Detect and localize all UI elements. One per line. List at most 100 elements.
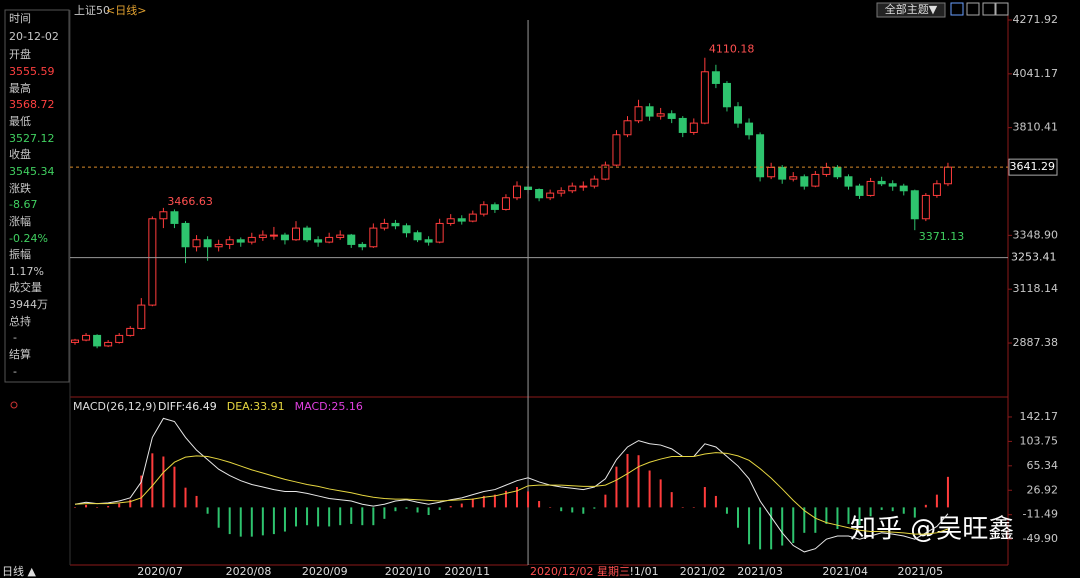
macd-bar <box>571 507 574 513</box>
x-tick-label: 2021/02 <box>680 565 726 578</box>
pane-icon[interactable] <box>10 401 18 409</box>
candle-body <box>601 164 610 180</box>
macd-bar <box>416 507 419 513</box>
y-tick-label: -49.90 <box>1023 532 1058 545</box>
candle-body <box>115 334 124 343</box>
y-tick-label: 4041.17 <box>1013 67 1059 80</box>
candle-body <box>745 122 754 136</box>
period: <日线> <box>106 3 146 17</box>
macd-bar <box>681 507 684 508</box>
info-value: -0.24% <box>9 232 48 245</box>
extreme-label: 3466.63 <box>167 195 213 208</box>
candle-body <box>137 304 146 329</box>
info-label: 最低 <box>9 115 31 128</box>
macd-bar <box>328 507 331 527</box>
candle-body <box>104 341 113 347</box>
candle-body <box>877 180 886 185</box>
candle-body <box>71 339 79 343</box>
macd-bar <box>306 507 309 526</box>
symbol: 上证50 <box>74 4 110 17</box>
macd-bar <box>538 501 541 508</box>
macd-bar <box>891 507 894 512</box>
candle-body <box>590 178 599 187</box>
candle-body <box>634 106 643 122</box>
info-label: 结算 <box>9 347 31 361</box>
candle-body <box>844 176 853 187</box>
info-panel <box>4 9 70 383</box>
candle-body <box>358 243 367 248</box>
info-label: 涨跌 <box>9 181 31 195</box>
macd-bar <box>814 507 817 533</box>
candle-body <box>645 106 654 117</box>
candle-body <box>236 239 245 243</box>
info-label: 振幅 <box>9 247 31 261</box>
macd-bar <box>162 456 165 508</box>
y-tick-label: 4271.92 <box>1013 13 1059 26</box>
legend-entry: DEA:33.91 <box>227 400 285 413</box>
candle-body <box>170 211 179 224</box>
crosshair-price-label: 3253.41 <box>1011 251 1057 264</box>
window-icon[interactable] <box>982 2 996 16</box>
macd-bar <box>516 487 518 508</box>
last-price-box <box>1008 158 1058 176</box>
info-label: 开盘 <box>9 47 31 61</box>
macd-bar <box>471 498 474 508</box>
macd-bar <box>173 466 176 508</box>
y-tick-label: -11.49 <box>1023 508 1058 521</box>
candle-body <box>413 232 422 241</box>
candle-body <box>612 134 621 166</box>
macd-bar <box>946 476 949 508</box>
candle-body <box>943 166 952 185</box>
candle-body <box>468 213 477 222</box>
x-tick-label: 2020/10 <box>385 565 431 578</box>
candle-body <box>435 222 444 243</box>
candle-body <box>811 173 820 187</box>
macd-bar <box>217 507 220 528</box>
macd-bar <box>759 507 762 550</box>
candle-body <box>722 82 731 108</box>
close-icon[interactable] <box>995 2 1009 16</box>
candle-body <box>557 190 566 194</box>
candle-body <box>292 227 300 241</box>
candle-body <box>535 189 544 199</box>
macd-bar <box>703 487 706 508</box>
macd-bar <box>228 507 231 535</box>
macd-bar <box>140 475 143 508</box>
candle-body <box>689 122 698 133</box>
macd-bar <box>748 507 751 545</box>
candle-body <box>822 166 831 175</box>
candle-body <box>325 236 334 243</box>
theme-button-label[interactable]: 全部主题▼ <box>885 2 938 16</box>
candle-body <box>678 117 687 133</box>
x-tick-label: 2020/11 <box>444 565 490 578</box>
grid-icon[interactable] <box>950 2 964 16</box>
macd-bar <box>549 507 552 508</box>
macd-bar <box>770 507 773 550</box>
bottom-tab[interactable]: 日线 ▲ <box>2 564 36 578</box>
y-tick-label: 2887.38 <box>1013 336 1059 349</box>
macd-bar <box>847 507 850 524</box>
macd-bar <box>383 507 386 519</box>
candle-body <box>424 239 433 243</box>
macd-bar <box>206 507 209 514</box>
y-tick-label: 142.17 <box>1020 410 1059 423</box>
candle-body <box>490 204 499 210</box>
macd-bar <box>184 487 187 508</box>
macd-bar <box>527 491 530 508</box>
zoom-icon[interactable] <box>966 2 980 16</box>
info-label: 时间 <box>9 12 31 25</box>
macd-bar <box>902 507 905 514</box>
theme-button[interactable] <box>876 2 946 18</box>
candle-body <box>369 227 378 248</box>
macd-line <box>74 417 949 553</box>
extreme-label: 3371.13 <box>919 230 965 243</box>
candle-body <box>214 243 223 248</box>
macd-bar <box>913 507 916 518</box>
candle-body <box>579 185 588 188</box>
candle-body <box>82 334 91 341</box>
macd-bar <box>438 507 441 510</box>
candle-body <box>479 204 488 215</box>
info-value: -8.67 <box>9 198 37 211</box>
x-tick-label: !1/01 <box>630 565 659 578</box>
macd-bar <box>317 507 320 527</box>
